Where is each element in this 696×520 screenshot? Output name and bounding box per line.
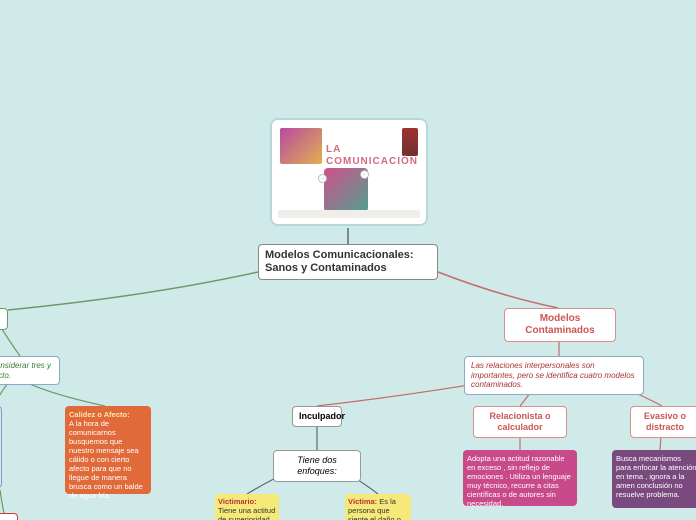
root-title[interactable]: Modelos Comunicacionales: Sanos y Contam… [258,244,438,280]
mindmap-canvas[interactable]: LA COMUNICACIÓN ... ... Modelos Comunica… [0,0,696,520]
branch-sanos[interactable]: s [0,308,8,330]
victima-head: Víctima: [348,497,377,506]
relacionista-label: Relacionista o calculador [489,411,550,432]
branch-contaminados[interactable]: Modelos Contaminados [504,308,616,342]
root-image-inner: LA COMUNICACIÓN ... ... [278,126,420,218]
calidez-body: A la hora de comunicarnos busquemos que … [69,419,143,500]
sanos-child-left-partial[interactable] [0,406,2,488]
branch-contaminados-label: Modelos Contaminados [525,313,594,336]
root-image-title: LA COMUNICACIÓN [326,144,420,168]
enfoques-text: Tiene dos enfoques: [297,455,337,476]
sanos-note-text: r considerar tres y afecto. [0,361,51,380]
inculpador-node[interactable]: Inculpador [292,406,342,427]
calidez-header: Calidez o Afecto: [69,410,147,419]
root-image[interactable]: LA COMUNICACIÓN ... ... [270,118,428,226]
contaminados-note[interactable]: Las relaciones interpersonales son impor… [464,356,644,395]
relacionista-node[interactable]: Relacionista o calculador [473,406,567,438]
victimario-head: Victimario: [218,497,257,506]
relacionista-body-text: Adopta una actitud razonable en exceso ,… [467,454,571,508]
victimario-node[interactable]: Victimario: Tiene una actitud de superio… [215,494,279,520]
inculpador-label: Inculpador [299,411,345,421]
sanos-leaf-partial[interactable] [0,513,18,520]
evasivo-body[interactable]: Busca mecanismos para enfocar la atenció… [612,450,696,508]
evasivo-label: Evasivo o distracto [644,411,686,432]
victimario-body: Tiene una actitud de superioridad [218,506,275,520]
enfoques-node[interactable]: Tiene dos enfoques: [273,450,361,482]
victima-node[interactable]: Víctima: Es la persona que siente el dañ… [345,494,411,520]
evasivo-body-text: Busca mecanismos para enfocar la atenció… [616,454,696,499]
relacionista-body[interactable]: Adopta una actitud razonable en exceso ,… [463,450,577,506]
evasivo-node[interactable]: Evasivo o distracto [630,406,696,438]
sanos-note[interactable]: r considerar tres y afecto. [0,356,60,385]
contaminados-note-text: Las relaciones interpersonales son impor… [471,361,635,389]
root-title-text: Modelos Comunicacionales: Sanos y Contam… [265,249,414,274]
calidez-node[interactable]: Calidez o Afecto: A la hora de comunicar… [65,406,151,494]
